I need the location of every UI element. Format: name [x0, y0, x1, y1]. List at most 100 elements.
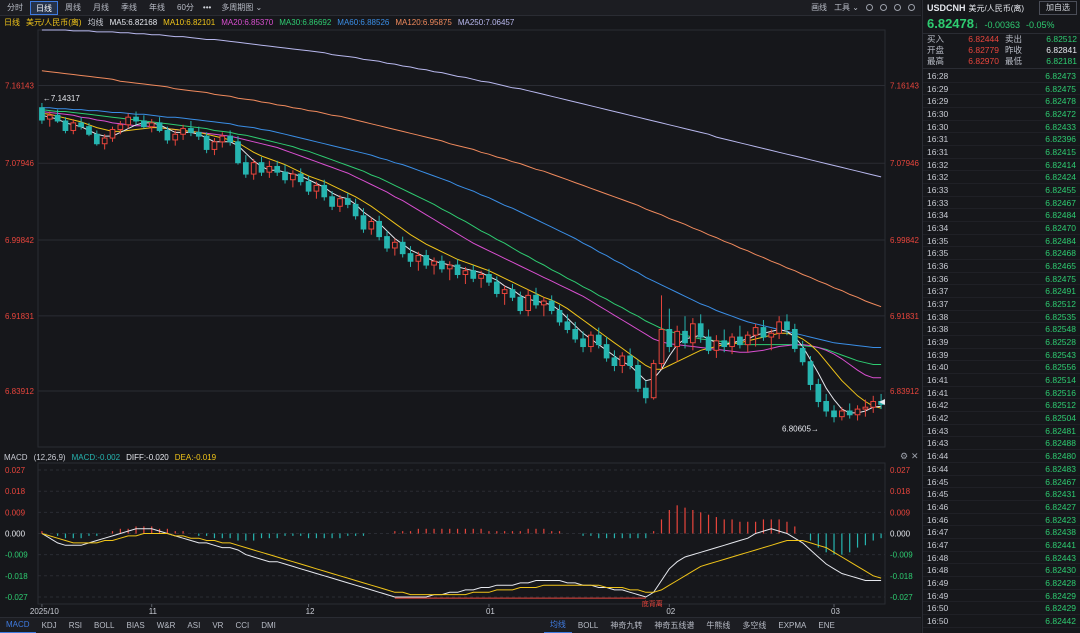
candle-body	[839, 410, 845, 418]
candle	[368, 217, 375, 235]
overlay-tab-4[interactable]: 牛熊线	[706, 620, 731, 630]
period-tab-0[interactable]: 分时	[7, 2, 23, 12]
indicator-tab-vr[interactable]: VR	[212, 620, 224, 630]
multi-period-button[interactable]: 多周期图 ⌄	[221, 3, 263, 12]
period-tab-3[interactable]: 月线	[93, 2, 109, 12]
candle	[564, 314, 571, 334]
candle	[305, 175, 312, 195]
candle-body	[815, 383, 822, 403]
add-watchlist-button[interactable]: 加自选	[1039, 1, 1077, 15]
candle-body	[337, 198, 343, 207]
plus-icon[interactable]	[894, 4, 901, 11]
candle	[39, 102, 45, 124]
candle	[658, 295, 665, 370]
candle-body	[486, 274, 492, 283]
more-periods-icon[interactable]: •••	[202, 3, 212, 12]
candle	[737, 325, 743, 349]
tick-time: 16:41	[927, 375, 949, 386]
tick-row: 16:41 6.82516	[923, 387, 1080, 400]
candle-body	[729, 336, 735, 348]
candle-body	[548, 300, 555, 312]
macd-y-tick-left: 0.027	[5, 466, 26, 475]
kline-chart[interactable]: 7.16143 7.16143 7.07946 7.07946 6.99842 6.998…	[0, 0, 921, 617]
tick-row: 16:37 6.82512	[923, 298, 1080, 311]
tick-time: 16:29	[927, 96, 949, 107]
macd-params: (12,26,9)	[33, 453, 66, 462]
tools-button[interactable]: 工具 ⌄	[834, 3, 859, 12]
macd-name[interactable]: MACD	[4, 453, 28, 462]
candle	[580, 331, 586, 353]
overlay-tab-0[interactable]: 均线	[543, 618, 572, 633]
indicator-tab-kdj[interactable]: KDJ	[41, 620, 57, 630]
overlay-tab-3[interactable]: 神奇五线谱	[654, 620, 695, 630]
overlay-tab-6[interactable]: EXPMA	[778, 620, 807, 630]
macd-y-tick-right: -0.027	[890, 593, 913, 602]
candle	[439, 255, 445, 273]
candle-body	[854, 408, 861, 416]
indicator-tab-dmi[interactable]: DMI	[261, 620, 276, 630]
tick-row: 16:35 6.82468	[923, 247, 1080, 261]
tick-row: 16:37 6.82491	[923, 285, 1080, 299]
candle	[603, 337, 610, 362]
macd-dea: DEA:-0.019	[174, 453, 217, 462]
indicator-tab-cci[interactable]: CCI	[235, 620, 250, 630]
draw-line-button[interactable]: 画线	[811, 3, 828, 12]
indicator-tab-boll[interactable]: BOLL	[94, 620, 115, 630]
tick-price: 6.82512	[1045, 400, 1076, 411]
tick-row: 16:45 6.82431	[923, 488, 1080, 501]
candle-body	[313, 184, 320, 192]
indicator-tab-w-r[interactable]: W&R	[156, 620, 176, 630]
overlay-tab-2[interactable]: 神奇九转	[610, 620, 643, 630]
candle-body	[642, 387, 649, 399]
period-tab-1[interactable]: 日线	[30, 0, 58, 15]
tick-row: 16:33 6.82455	[923, 184, 1080, 197]
candle-body	[297, 173, 304, 183]
candle-body	[580, 338, 586, 348]
tick-price: 6.82484	[1045, 235, 1076, 246]
symbol-code: USDCNH	[927, 3, 966, 13]
period-tab-6[interactable]: 60分	[177, 2, 194, 12]
tick-list[interactable]: 16:28 6.82473 16:29 6.82475 16:29 6.82478 16:3…	[923, 69, 1080, 628]
candle-body	[572, 328, 579, 340]
close-icon[interactable]	[908, 4, 915, 11]
tick-row: 16:38 6.82548	[923, 323, 1080, 337]
minus-icon[interactable]	[880, 4, 887, 11]
overlay-tab-7[interactable]: ENE	[818, 620, 835, 630]
indicator-tab-macd[interactable]: MACD	[0, 618, 36, 633]
overlay-tab-5[interactable]: 多空线	[742, 620, 767, 630]
candle	[776, 316, 782, 339]
tick-price: 6.82465	[1045, 261, 1076, 272]
candle	[478, 270, 484, 288]
tick-row: 16:35 6.82484	[923, 235, 1080, 248]
overlay-tab-1[interactable]: BOLL	[577, 620, 599, 630]
last-price: 6.82478	[927, 16, 974, 31]
candle-body	[658, 328, 665, 365]
tick-time: 16:47	[927, 539, 949, 550]
tick-time: 16:34	[927, 210, 949, 221]
candle-body	[188, 128, 194, 133]
tick-price: 6.82556	[1045, 362, 1076, 373]
period-tab-2[interactable]: 周线	[65, 2, 81, 12]
indicator-tab-rsi[interactable]: RSI	[68, 620, 83, 630]
price-change-pct: -0.05%	[1026, 20, 1055, 30]
candle	[156, 117, 163, 133]
indicator-tab-asi[interactable]: ASI	[187, 620, 201, 630]
tick-price: 6.82431	[1045, 489, 1076, 500]
period-tab-5[interactable]: 年线	[149, 2, 165, 12]
candle	[321, 179, 328, 201]
tick-time: 16:48	[927, 565, 949, 576]
candle-body	[690, 323, 696, 344]
tick-time: 16:42	[927, 413, 949, 424]
tick-time: 16:47	[927, 527, 949, 538]
candle-body	[290, 173, 296, 181]
period-tab-4[interactable]: 季线	[121, 2, 137, 12]
candle-body	[791, 328, 798, 349]
tick-row: 16:38 6.82535	[923, 311, 1080, 324]
settings-icon[interactable]	[866, 4, 873, 11]
tick-price: 6.82484	[1045, 210, 1076, 221]
tick-row: 16:46 6.82427	[923, 501, 1080, 514]
candle-body	[70, 122, 77, 131]
candle	[862, 399, 869, 417]
indicator-tab-bias[interactable]: BIAS	[126, 620, 145, 630]
candle-body	[807, 361, 814, 385]
